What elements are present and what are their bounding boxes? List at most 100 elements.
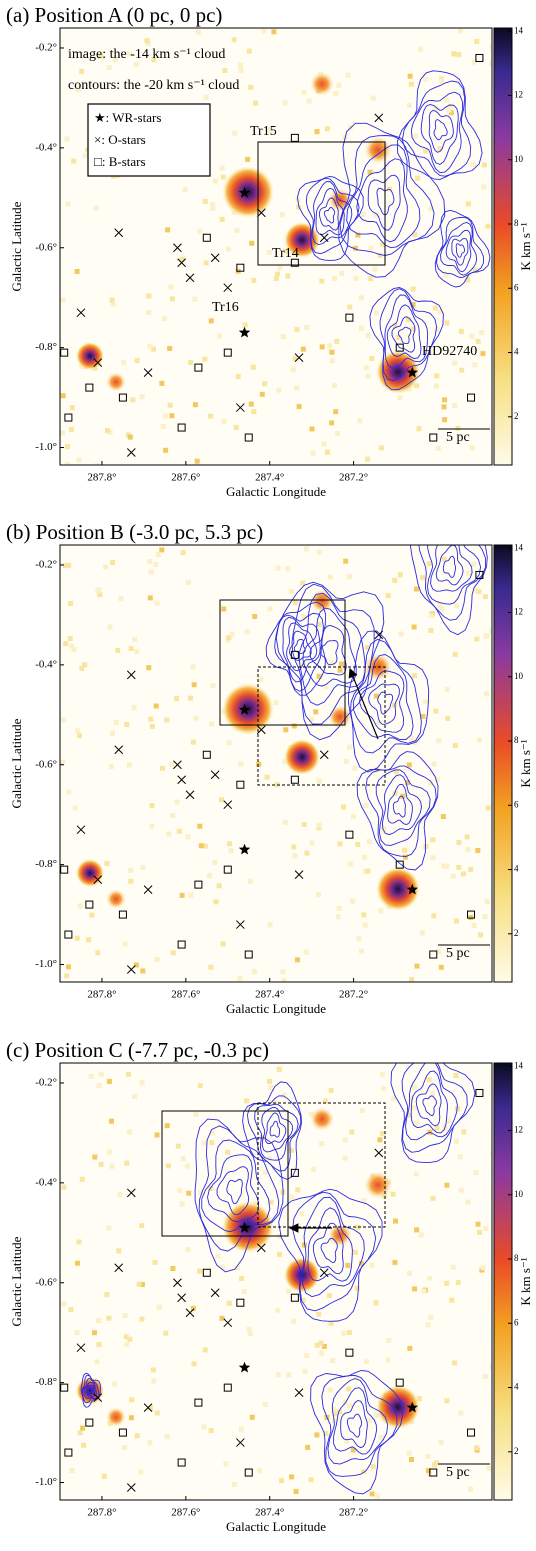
image-pixel: [432, 305, 438, 311]
image-pixel: [304, 1353, 310, 1358]
image-pixel: [96, 587, 102, 593]
image-pixel: [97, 592, 103, 598]
image-pixel: [258, 676, 264, 682]
contour: [445, 229, 472, 273]
image-pixel: [304, 850, 310, 856]
image-pixel: [289, 1474, 295, 1480]
image-pixel: [444, 320, 450, 326]
image-pixel: [185, 579, 191, 585]
o-star: [210, 253, 220, 263]
image-pixel: [174, 799, 180, 805]
contour: [310, 1370, 404, 1495]
image-pixel: [98, 53, 104, 59]
contour: [401, 1063, 468, 1153]
contour: [420, 104, 459, 165]
image-pixel: [226, 841, 232, 847]
image-pixel: [454, 918, 459, 924]
image-pixel: [127, 434, 133, 440]
region-box: [257, 1102, 386, 1228]
image-pixel: [188, 360, 194, 366]
image-pixel: [342, 1155, 348, 1161]
image-pixel: [411, 624, 417, 630]
o-star: [210, 1288, 220, 1298]
contour: [377, 691, 394, 715]
legend-box: [87, 103, 211, 177]
image-pixel: [350, 898, 356, 904]
image-pixel: [220, 941, 226, 947]
image-pixel: [428, 780, 434, 785]
image-pixel: [180, 550, 186, 556]
image-pixel: [380, 1131, 386, 1137]
image-pixel: [118, 596, 124, 602]
colorbar: [493, 27, 513, 466]
image-pixel: [197, 1083, 203, 1089]
colorbar-tick-label: 6: [514, 282, 519, 292]
image-pixel: [465, 277, 471, 283]
image-pixel: [154, 1410, 160, 1416]
image-pixel: [337, 1409, 342, 1415]
shift-arrow: [348, 667, 379, 740]
image-pixel: [367, 1417, 373, 1423]
image-pixel: [202, 843, 208, 849]
contour: [302, 607, 357, 687]
image-pixel: [275, 1307, 281, 1313]
image-pixel: [96, 1342, 102, 1347]
image-pixel: [472, 267, 478, 273]
image-pixel: [428, 1314, 434, 1320]
wr-star: [238, 703, 251, 715]
image-pixel: [75, 728, 81, 734]
image-pixel: [276, 387, 282, 393]
image-pixel: [434, 327, 440, 333]
y-tick-label: -0.6°: [35, 758, 57, 770]
colorbar: [493, 544, 513, 983]
image-pixel: [82, 662, 88, 668]
image-pixel: [139, 1223, 145, 1229]
image-pixel: [198, 1189, 204, 1195]
image-pixel: [128, 878, 134, 884]
image-pixel: [331, 1407, 337, 1413]
image-pixel: [74, 935, 80, 941]
image-pixel: [335, 914, 341, 920]
o-star: [223, 283, 233, 293]
image-pixel: [148, 569, 154, 575]
o-star: [177, 258, 186, 268]
image-pixel: [323, 684, 329, 690]
image-pixel: [294, 385, 300, 391]
image-pixel: [169, 762, 175, 767]
image-pixel: [251, 277, 257, 283]
image-pixel: [325, 449, 330, 455]
image-pixel: [434, 1125, 440, 1131]
b-star: [290, 650, 299, 659]
image-pixel: [313, 709, 319, 715]
image-pixel: [466, 570, 472, 576]
image-pixel: [88, 1073, 94, 1079]
annotation: Tr14: [272, 246, 299, 261]
image-pixel: [457, 28, 463, 34]
image-pixel: [414, 586, 419, 592]
image-pixel: [363, 802, 369, 808]
image-pixel: [71, 647, 77, 653]
image-pixel: [381, 1086, 386, 1091]
o-star: [126, 1188, 136, 1198]
image-pixel: [426, 1077, 432, 1083]
image-pixel: [407, 73, 413, 79]
image-pixel: [147, 559, 153, 565]
image-pixel: [68, 426, 74, 432]
emission-blob: [376, 1385, 420, 1429]
contour: [409, 545, 488, 636]
image-pixel: [430, 1195, 436, 1201]
image-pixel: [238, 62, 243, 68]
image-pixel: [271, 29, 277, 35]
image-pixel: [277, 1251, 282, 1257]
image-pixel: [416, 1396, 422, 1402]
image-pixel: [437, 602, 443, 608]
image-pixel: [239, 1276, 244, 1281]
emission-blob: [310, 1107, 334, 1131]
image-pixel: [294, 327, 300, 333]
image-pixel: [64, 973, 70, 979]
emission-blob: [106, 372, 126, 392]
image-pixel: [160, 765, 165, 771]
image-pixel: [134, 649, 140, 655]
image-pixel: [291, 723, 297, 729]
x-tick-label: 287.2°: [339, 1507, 368, 1519]
